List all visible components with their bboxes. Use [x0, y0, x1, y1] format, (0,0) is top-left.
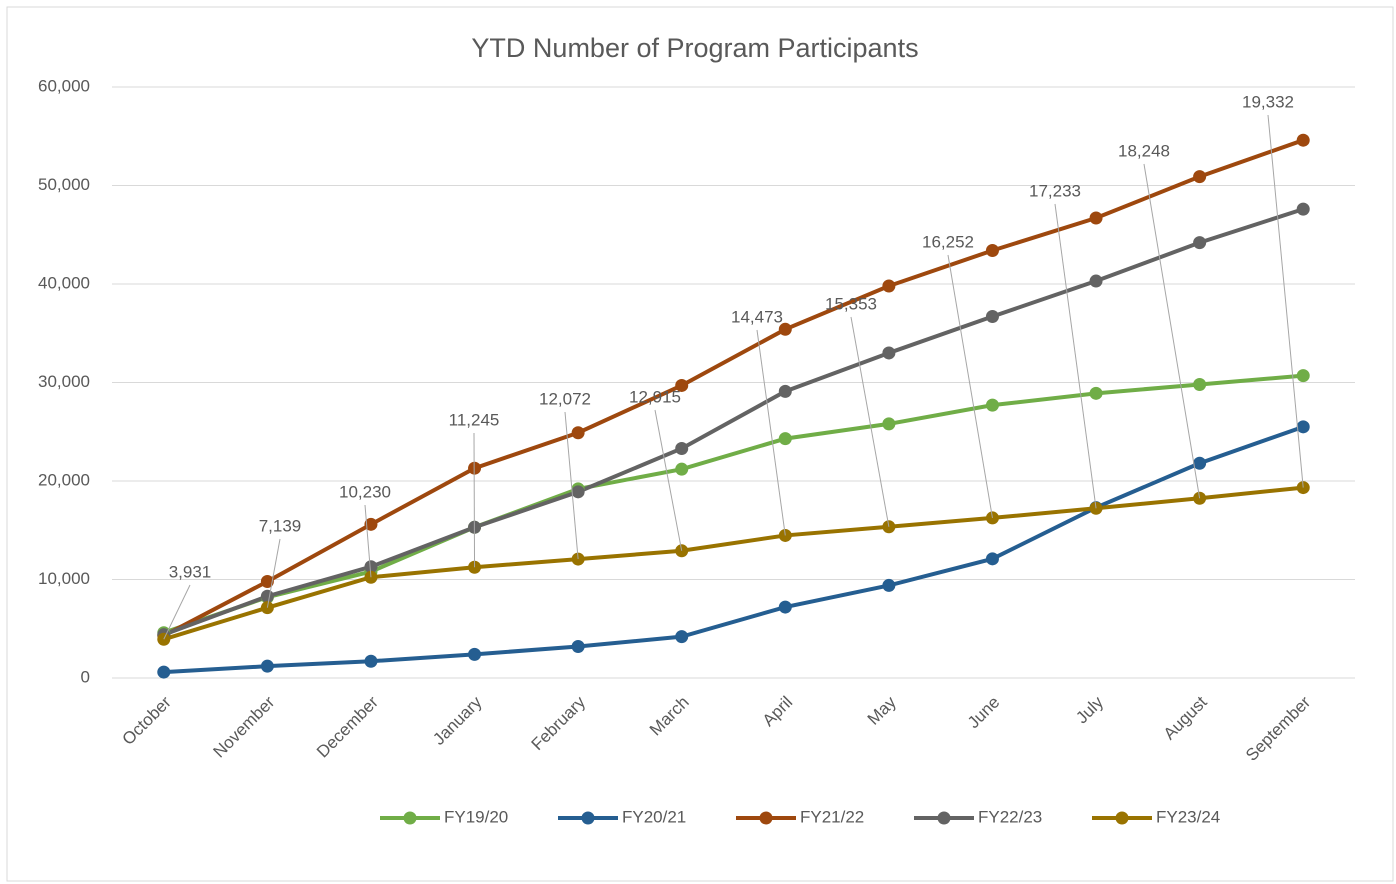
leader-line	[564, 411, 579, 560]
legend-label: FY22/23	[978, 807, 1042, 826]
leader-line	[1054, 203, 1097, 509]
data-point	[985, 398, 999, 412]
leader-line	[1267, 114, 1304, 488]
data-label: 19,332	[1242, 92, 1294, 111]
data-point	[985, 552, 999, 566]
data-point	[778, 384, 792, 398]
y-tick-label: 0	[81, 667, 90, 686]
data-label: 15,353	[825, 294, 877, 313]
legend-marker	[759, 811, 773, 825]
data-point	[882, 417, 896, 431]
data-label: 17,233	[1029, 181, 1081, 200]
data-point	[1193, 170, 1207, 184]
data-point	[1193, 377, 1207, 391]
data-point	[1089, 386, 1103, 400]
leader-line	[266, 538, 281, 608]
leader-line	[947, 254, 993, 519]
legend-marker	[581, 811, 595, 825]
data-label: 10,230	[339, 482, 391, 501]
leader-line	[364, 504, 372, 578]
data-point	[260, 574, 274, 588]
legend-label: FY21/22	[800, 807, 864, 826]
leader-line	[1143, 163, 1201, 499]
series-line	[163, 207, 1304, 637]
data-point	[571, 485, 585, 499]
data-point	[468, 647, 482, 661]
data-point	[882, 279, 896, 293]
data-point	[675, 630, 689, 644]
series-line	[163, 373, 1304, 635]
data-point	[882, 578, 896, 592]
leader-line	[163, 584, 191, 640]
y-tick-label: 50,000	[38, 175, 90, 194]
y-tick-label: 60,000	[38, 76, 90, 95]
legend-label: FY23/24	[1156, 807, 1220, 826]
data-point	[1296, 369, 1310, 383]
data-point	[675, 378, 689, 392]
leader-line	[756, 329, 786, 536]
leader-line	[654, 409, 683, 551]
data-label: 14,473	[731, 307, 783, 326]
legend-label: FY19/20	[444, 807, 508, 826]
data-point	[571, 426, 585, 440]
data-label: 3,931	[169, 562, 212, 581]
chart-frame	[6, 6, 1394, 882]
leader-line	[850, 316, 890, 527]
chart-title: YTD Number of Program Participants	[471, 33, 918, 63]
data-point	[882, 346, 896, 360]
data-point	[364, 654, 378, 668]
data-point	[260, 659, 274, 673]
y-tick-label: 10,000	[38, 569, 90, 588]
legend-marker	[1115, 811, 1129, 825]
data-label: 12,072	[539, 389, 591, 408]
data-point	[778, 432, 792, 446]
data-label: 12,915	[629, 387, 681, 406]
data-point	[778, 600, 792, 614]
data-point	[1089, 211, 1103, 225]
data-point	[1296, 133, 1310, 147]
legend-marker	[403, 811, 417, 825]
data-point	[364, 560, 378, 574]
data-point	[260, 589, 274, 603]
series-line	[162, 138, 1304, 638]
data-point	[1193, 456, 1207, 470]
data-point	[157, 665, 171, 679]
data-point	[364, 517, 378, 531]
data-point	[1296, 202, 1310, 216]
data-point	[571, 639, 585, 653]
data-label: 16,252	[922, 232, 974, 251]
y-tick-label: 30,000	[38, 372, 90, 391]
y-tick-label: 40,000	[38, 273, 90, 292]
leader-line	[473, 432, 476, 568]
y-tick-label: 20,000	[38, 470, 90, 489]
data-point	[985, 310, 999, 324]
data-point	[985, 244, 999, 258]
data-label: 11,245	[449, 410, 500, 429]
data-label: 7,139	[259, 516, 302, 535]
data-point	[1296, 420, 1310, 434]
series-line	[163, 485, 1304, 642]
series-line	[163, 424, 1304, 675]
data-point	[675, 441, 689, 455]
data-point	[1193, 236, 1207, 250]
data-label: 18,248	[1118, 141, 1170, 160]
legend-label: FY20/21	[622, 807, 686, 826]
data-point	[1089, 274, 1103, 288]
data-point	[675, 462, 689, 476]
data-point	[778, 322, 792, 336]
legend-marker	[937, 811, 951, 825]
